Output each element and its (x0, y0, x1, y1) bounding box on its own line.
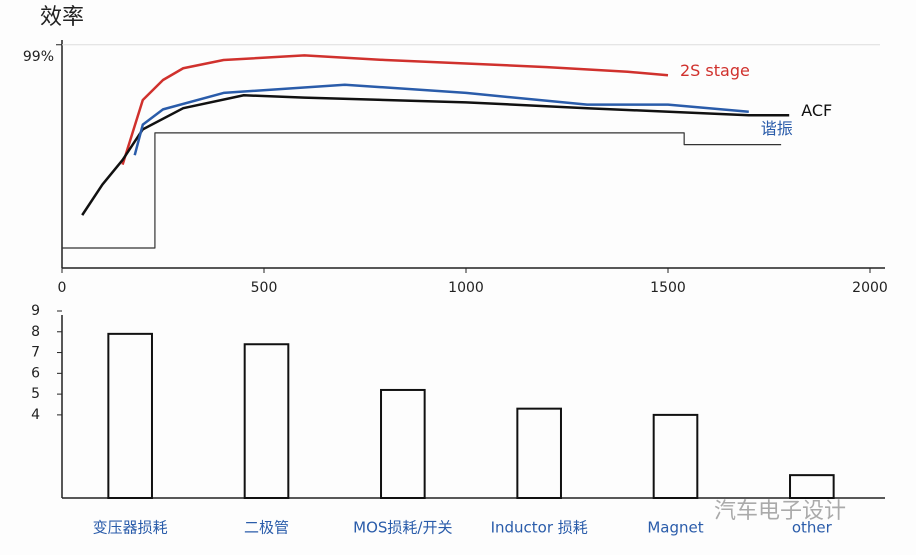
line (121, 54, 669, 165)
y-tick-label: 9 (31, 303, 40, 319)
bar (107, 332, 153, 499)
bar (243, 343, 290, 499)
y-tick-label: 7 (31, 345, 40, 361)
series-label: 谐振 (761, 119, 793, 138)
line (133, 83, 749, 156)
y-tick-label: 8 (31, 324, 40, 340)
x-tick-label: MOS损耗/开关 (353, 519, 452, 537)
series-label: 2S stage (680, 61, 750, 80)
line (62, 132, 782, 249)
series-label: ACF (801, 101, 832, 120)
y-tick-label: 4 (31, 407, 40, 423)
bar (789, 474, 835, 499)
y-tick-label: 99% (23, 49, 54, 65)
y-tick-label: 6 (31, 365, 40, 381)
x-tick-label: 1500 (650, 280, 686, 296)
bar (380, 388, 426, 500)
bar (516, 407, 562, 499)
x-tick-label: 1000 (448, 280, 484, 296)
x-tick-label: 0 (58, 280, 67, 296)
x-tick-label: 2000 (852, 280, 888, 296)
x-tick-label: 二极管 (244, 519, 289, 537)
y-tick-label: 5 (31, 386, 40, 402)
x-tick-label: 变压器损耗 (93, 519, 168, 537)
x-tick-label: Inductor 损耗 (491, 519, 588, 537)
y-axis-label: 效率 (40, 5, 84, 30)
watermark: 汽车电子设计 (714, 499, 846, 524)
x-tick-label: 500 (251, 280, 278, 296)
x-tick-label: Magnet (647, 519, 703, 537)
bar (652, 413, 699, 499)
line (81, 94, 790, 216)
x-tick-label: other (792, 519, 833, 537)
